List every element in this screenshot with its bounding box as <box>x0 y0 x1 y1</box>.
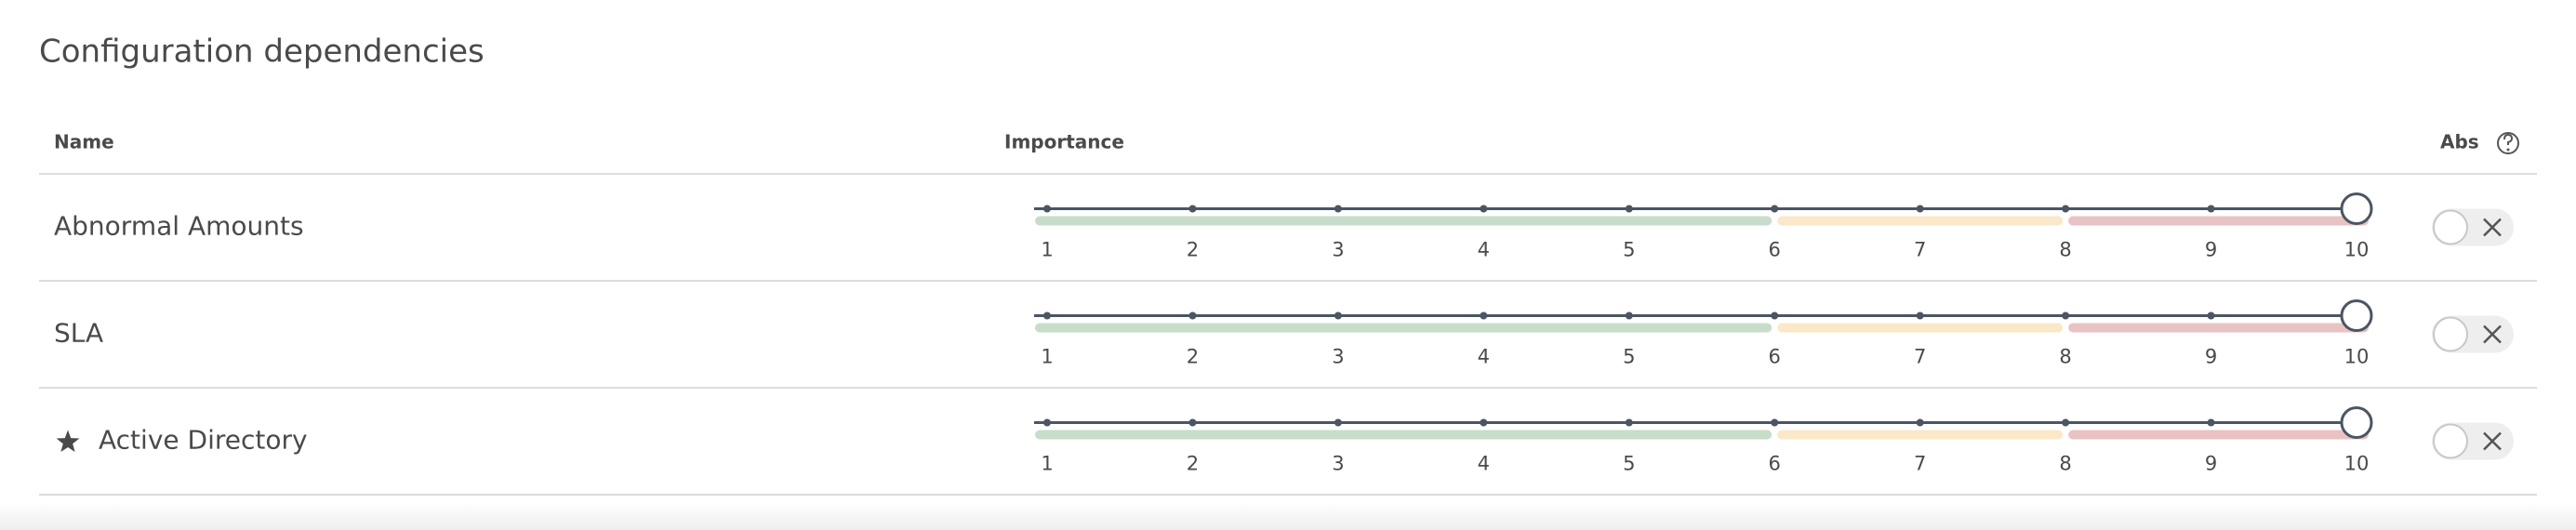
bottom-shade <box>0 502 2576 530</box>
tick-label: 5 <box>1623 453 1635 475</box>
tick-label: 3 <box>1332 346 1344 368</box>
tick-label: 8 <box>2059 346 2071 368</box>
tick-label: 1 <box>1041 239 1053 261</box>
toggle-off-icon <box>2483 218 2502 237</box>
slider-tick <box>1916 418 1924 427</box>
tick-label: 2 <box>1187 239 1199 261</box>
table-row: Active Directory 1 2 3 4 5 6 7 8 9 10 <box>39 406 2537 496</box>
tick-label: 4 <box>1478 453 1490 475</box>
slider-tick <box>1625 205 1633 213</box>
abs-toggle[interactable] <box>2432 208 2514 246</box>
tick-label: 5 <box>1623 346 1635 368</box>
tick-label: 8 <box>2059 453 2071 475</box>
column-header: Name <box>54 131 114 153</box>
slider-tick <box>2207 205 2215 213</box>
column-header: Abs <box>2440 131 2479 153</box>
slider-tick <box>1188 311 1197 320</box>
tick-label: 9 <box>2205 346 2217 368</box>
slider-tick <box>1334 418 1342 427</box>
slider-tick <box>1625 418 1633 427</box>
abs-toggle[interactable] <box>2432 315 2514 353</box>
rows: Abnormal Amounts 1 2 3 4 5 6 7 8 9 10 SLA 1 2 3 4 5 6 7 8 9 1… <box>39 192 2537 496</box>
slider-tick <box>2062 418 2070 427</box>
slider-knob[interactable] <box>2340 299 2373 332</box>
tick-label: 10 <box>2344 453 2370 475</box>
star-icon <box>56 430 80 452</box>
slider-tick <box>1043 311 1051 320</box>
slider-tick <box>1334 311 1342 320</box>
tick-label: 10 <box>2344 346 2370 368</box>
tick-label: 1 <box>1041 346 1053 368</box>
slider-tick <box>1480 418 1488 427</box>
row-name: Active Directory <box>99 425 308 456</box>
tick-label: 7 <box>1914 346 1926 368</box>
slider-tick <box>1771 205 1779 213</box>
column-header: Importance <box>1004 131 1124 153</box>
tick-label: 3 <box>1332 453 1344 475</box>
abs-toggle[interactable] <box>2432 422 2514 460</box>
toggle-knob <box>2433 423 2468 459</box>
slider-tick <box>2062 205 2070 213</box>
tick-label: 7 <box>1914 453 1926 475</box>
tick-label: 6 <box>1769 453 1781 475</box>
tick-label: 2 <box>1187 453 1199 475</box>
table-row: SLA 1 2 3 4 5 6 7 8 9 10 <box>39 299 2537 389</box>
tick-label: 4 <box>1478 346 1490 368</box>
row-name: Abnormal Amounts <box>54 211 304 242</box>
tick-label: 3 <box>1332 239 1344 261</box>
tick-label: 4 <box>1478 239 1490 261</box>
table-row: Abnormal Amounts 1 2 3 4 5 6 7 8 9 10 <box>39 192 2537 282</box>
tick-label: 1 <box>1041 453 1053 475</box>
tick-label: 9 <box>2205 453 2217 475</box>
slider-tick <box>1625 311 1633 320</box>
tick-label: 9 <box>2205 239 2217 261</box>
tick-label: 10 <box>2344 239 2370 261</box>
slider-tick <box>1480 311 1488 320</box>
slider-knob[interactable] <box>2340 406 2373 439</box>
toggle-off-icon <box>2483 431 2502 451</box>
help-icon[interactable] <box>2497 132 2519 154</box>
tick-label: 6 <box>1769 346 1781 368</box>
tick-label: 6 <box>1769 239 1781 261</box>
row-name: SLA <box>54 318 103 349</box>
slider-tick <box>1043 205 1051 213</box>
toggle-off-icon <box>2483 325 2502 344</box>
page-title: Configuration dependencies <box>39 33 485 71</box>
slider-tick <box>1916 205 1924 213</box>
slider-tick <box>2062 311 2070 320</box>
slider-tick <box>2207 418 2215 427</box>
tick-label: 2 <box>1187 346 1199 368</box>
slider-tick <box>1916 311 1924 320</box>
slider-tick <box>1188 205 1197 213</box>
slider-tick <box>1480 205 1488 213</box>
slider-tick <box>1334 205 1342 213</box>
slider-tick <box>1771 418 1779 427</box>
slider-tick <box>2207 311 2215 320</box>
slider-tick <box>1188 418 1197 427</box>
slider-tick <box>1771 311 1779 320</box>
toggle-knob <box>2433 316 2468 352</box>
tick-label: 7 <box>1914 239 1926 261</box>
tick-label: 5 <box>1623 239 1635 261</box>
toggle-knob <box>2433 209 2468 245</box>
tick-label: 8 <box>2059 239 2071 261</box>
slider-tick <box>1043 418 1051 427</box>
slider-knob[interactable] <box>2340 192 2373 225</box>
